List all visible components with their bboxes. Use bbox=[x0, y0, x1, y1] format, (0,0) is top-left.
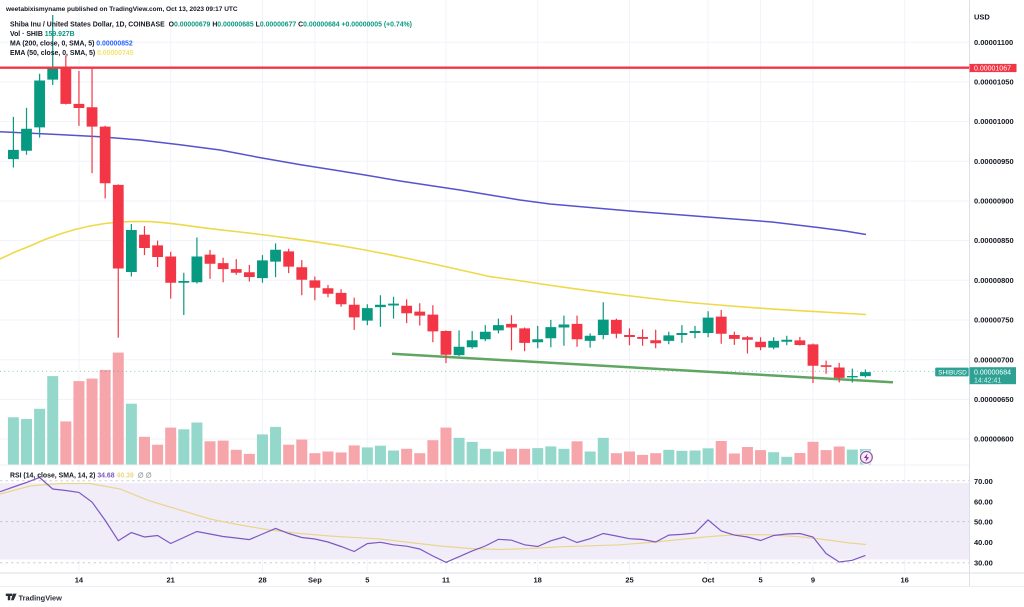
svg-text:18: 18 bbox=[534, 576, 542, 585]
svg-text:9: 9 bbox=[811, 576, 815, 585]
svg-text:21: 21 bbox=[167, 576, 175, 585]
svg-text:0.00001100: 0.00001100 bbox=[974, 38, 1013, 47]
svg-text:TradingView: TradingView bbox=[19, 593, 63, 602]
svg-text:50.00: 50.00 bbox=[974, 518, 993, 527]
svg-text:0.00001000: 0.00001000 bbox=[974, 117, 1014, 126]
svg-text:16: 16 bbox=[901, 576, 909, 585]
svg-text:0.00000650: 0.00000650 bbox=[974, 395, 1014, 404]
svg-text:MA (200, close, 0, SMA, 5) 0.0: MA (200, close, 0, SMA, 5) 0.00000852 bbox=[10, 41, 133, 48]
svg-text:28: 28 bbox=[258, 576, 266, 585]
svg-text:0.00000600: 0.00000600 bbox=[974, 435, 1014, 444]
svg-text:0.00001067: 0.00001067 bbox=[974, 65, 1011, 72]
svg-text:EMA (50, close, 0, SMA, 5) 0.0: EMA (50, close, 0, SMA, 5) 0.00000745 bbox=[10, 50, 134, 57]
svg-text:weetabixismyname published on: weetabixismyname published on TradingVie… bbox=[5, 6, 238, 13]
svg-text:0.00000750: 0.00000750 bbox=[974, 316, 1014, 325]
svg-text:RSI (14, close, SMA, 14, 2) 34: RSI (14, close, SMA, 14, 2) 34.68 40.39 … bbox=[10, 471, 152, 479]
svg-text:60.00: 60.00 bbox=[974, 497, 993, 506]
svg-text:14: 14 bbox=[75, 576, 84, 585]
svg-text:Vol · SHIB 159.927B: Vol · SHIB 159.927B bbox=[10, 31, 75, 38]
svg-text:11: 11 bbox=[442, 576, 450, 585]
svg-text:0.00000700: 0.00000700 bbox=[974, 355, 1014, 364]
svg-text:Sep: Sep bbox=[308, 576, 322, 585]
svg-text:0.00000850: 0.00000850 bbox=[974, 236, 1014, 245]
svg-text:5: 5 bbox=[759, 576, 763, 585]
svg-text:USD: USD bbox=[974, 13, 990, 22]
svg-text:5: 5 bbox=[365, 576, 369, 585]
svg-text:14:42:41: 14:42:41 bbox=[974, 378, 1001, 385]
svg-text:0.00000684: 0.00000684 bbox=[974, 369, 1011, 376]
svg-text:0.00000900: 0.00000900 bbox=[974, 197, 1014, 206]
svg-text:40.00: 40.00 bbox=[974, 538, 993, 547]
svg-text:70.00: 70.00 bbox=[974, 477, 993, 486]
svg-text:0.00000950: 0.00000950 bbox=[974, 157, 1014, 166]
svg-text:Shiba Inu / United States Doll: Shiba Inu / United States Dollar, 1D, CO… bbox=[10, 21, 412, 28]
svg-text:30.00: 30.00 bbox=[974, 558, 993, 567]
svg-text:Oct: Oct bbox=[702, 576, 715, 585]
svg-text:0.00001050: 0.00001050 bbox=[974, 78, 1014, 87]
svg-text:0.00000800: 0.00000800 bbox=[974, 276, 1014, 285]
svg-text:25: 25 bbox=[625, 576, 633, 585]
svg-text:SHIBUSD: SHIBUSD bbox=[938, 369, 967, 376]
